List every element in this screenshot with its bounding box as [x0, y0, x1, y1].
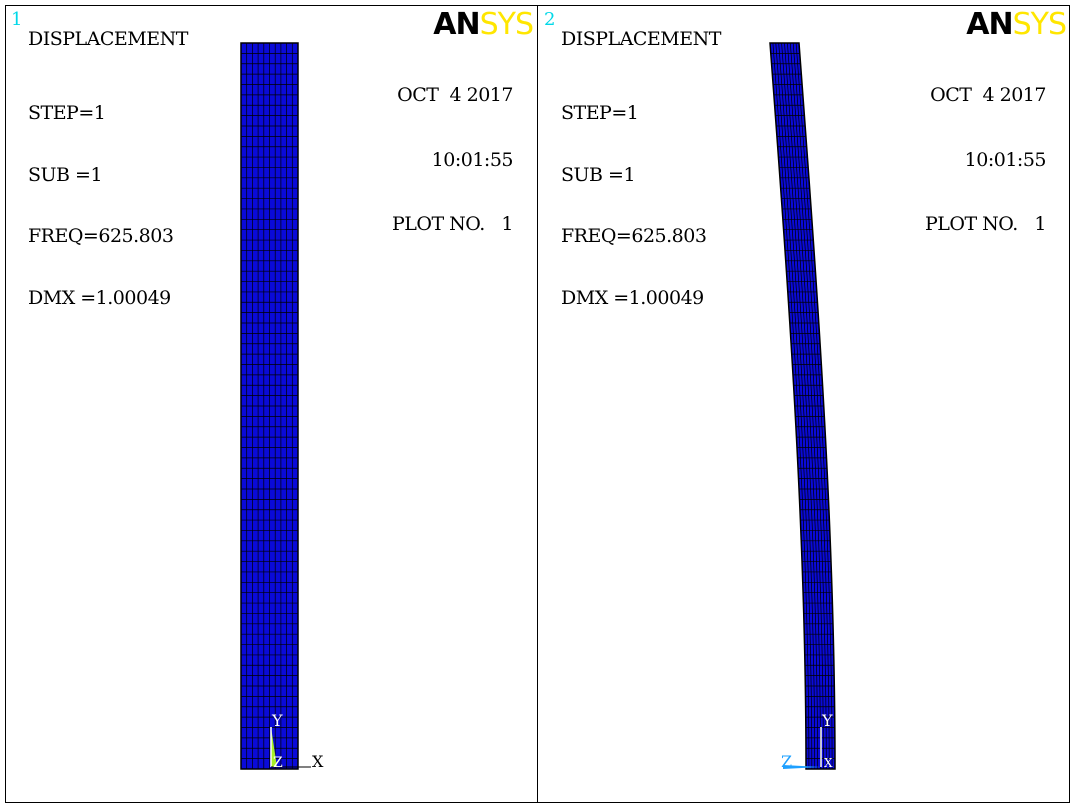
plot-time: 10:01:55 — [431, 148, 514, 171]
beam-mesh-undeformed — [240, 42, 299, 770]
triad-z-wedge — [783, 765, 821, 769]
param-dmx: DMX =1.00049 — [561, 286, 704, 309]
param-step: STEP=1 — [561, 102, 639, 124]
param-freq: FREQ=625.803 — [28, 225, 174, 247]
mesh-column-line — [789, 42, 827, 770]
axis-triad: Y Z X — [781, 711, 833, 771]
axis-triad: Y X Z — [270, 711, 324, 771]
beam-mesh-deformed — [769, 42, 836, 770]
window-number: 1 — [11, 9, 23, 30]
triad-y-label: Y — [271, 711, 283, 730]
param-freq: FREQ=625.803 — [561, 225, 707, 247]
ansys-logo: ANSYS — [433, 7, 534, 42]
triad-x-label: X — [824, 756, 833, 770]
param-sub: SUB =1 — [28, 163, 103, 186]
ansys-logo: ANSYS — [966, 7, 1067, 42]
date-block: OCT 4 2017 10:01:55 PLOT NO. 1 — [391, 42, 514, 279]
plot-number: PLOT NO. 1 — [924, 213, 1047, 235]
viewport-2[interactable]: 2 DISPLACEMENT STEP=1 SUB =1 FREQ=625.80… — [538, 5, 1070, 803]
mesh-column-line — [781, 42, 818, 770]
logo-sys: SYS — [1012, 7, 1067, 42]
triad-y-label: Y — [821, 711, 833, 730]
result-title: DISPLACEMENT — [561, 28, 721, 50]
mesh-column-line — [784, 42, 821, 770]
result-params: STEP=1 SUB =1 FREQ=625.803 DMX =1.00049 — [561, 62, 707, 349]
mesh-column-line — [787, 42, 824, 770]
mesh-column-line — [792, 42, 830, 770]
plot-date: OCT 4 2017 — [397, 84, 513, 106]
plot-number: PLOT NO. 1 — [391, 213, 514, 235]
result-params: STEP=1 SUB =1 FREQ=625.803 DMX =1.00049 — [28, 62, 174, 349]
triad-x-label: X — [312, 752, 324, 771]
triad-z-label: Z — [273, 755, 283, 771]
mesh-column-line — [795, 42, 833, 770]
window-number: 2 — [544, 9, 556, 30]
mesh-column-line — [772, 42, 810, 770]
mesh-plot-undeformed: Y X Z — [240, 42, 324, 771]
mesh-column-line — [778, 42, 816, 770]
triad-z-wedge — [271, 727, 277, 767]
param-sub: SUB =1 — [561, 163, 636, 186]
plot-date: OCT 4 2017 — [930, 84, 1046, 106]
logo-an: AN — [966, 7, 1013, 42]
logo-sys: SYS — [479, 7, 534, 42]
param-dmx: DMX =1.00049 — [28, 286, 171, 309]
triad-z-label: Z — [781, 752, 792, 771]
mesh-plot-deformed: Y Z X — [769, 42, 836, 771]
mesh-column-line — [775, 42, 813, 770]
logo-an: AN — [433, 7, 480, 42]
date-block: OCT 4 2017 10:01:55 PLOT NO. 1 — [924, 42, 1047, 279]
result-title: DISPLACEMENT — [28, 28, 188, 50]
param-step: STEP=1 — [28, 102, 106, 124]
viewport-1[interactable]: 1 DISPLACEMENT STEP=1 SUB =1 FREQ=625.80… — [5, 5, 538, 803]
plot-time: 10:01:55 — [964, 148, 1047, 171]
